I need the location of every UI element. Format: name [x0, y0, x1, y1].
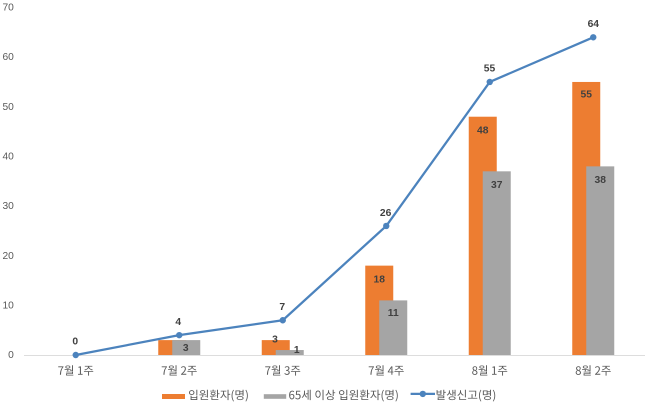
svg-text:38: 38	[595, 175, 607, 186]
svg-text:60: 60	[2, 52, 14, 63]
svg-text:26: 26	[380, 208, 392, 219]
svg-text:18: 18	[374, 274, 386, 285]
svg-text:50: 50	[2, 102, 14, 113]
svg-text:30: 30	[2, 201, 14, 212]
svg-text:0: 0	[8, 350, 14, 361]
svg-text:64: 64	[588, 19, 600, 30]
svg-text:11: 11	[388, 308, 399, 319]
svg-text:40: 40	[2, 152, 14, 163]
svg-text:55: 55	[581, 90, 593, 101]
svg-text:3: 3	[183, 343, 189, 354]
svg-text:70: 70	[2, 3, 14, 14]
svg-text:37: 37	[491, 180, 503, 191]
svg-text:7: 7	[279, 302, 285, 313]
svg-text:1: 1	[294, 345, 300, 356]
svg-text:10: 10	[2, 300, 14, 311]
svg-text:20: 20	[2, 251, 14, 262]
svg-text:3: 3	[272, 334, 278, 345]
svg-text:55: 55	[484, 64, 496, 75]
svg-text:48: 48	[477, 125, 489, 136]
svg-text:4: 4	[175, 317, 181, 328]
svg-text:0: 0	[72, 337, 78, 348]
